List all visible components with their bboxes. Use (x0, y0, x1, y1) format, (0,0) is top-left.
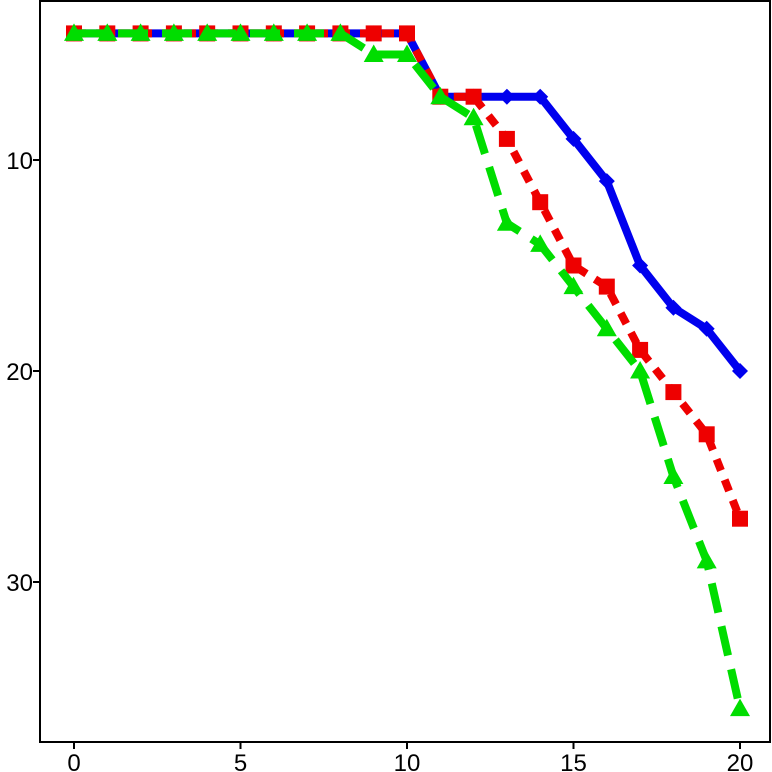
series-3-point (130, 23, 151, 41)
series-2-point (498, 130, 515, 147)
x-tick-label: 15 (560, 750, 587, 772)
series-3-point (630, 361, 651, 379)
series-1-point (532, 88, 549, 105)
series-3-point (596, 318, 617, 337)
series-2-point (598, 278, 615, 295)
series-3-point (496, 213, 517, 231)
series-3-point (64, 23, 84, 41)
x-tick-label: 10 (394, 750, 421, 772)
series-3-point (230, 23, 251, 41)
x-tick-label: 5 (234, 750, 247, 772)
series-3-point (330, 23, 351, 41)
series-2-point (365, 25, 382, 42)
series-3-point (197, 23, 218, 41)
series-1-point (632, 257, 649, 274)
series-2-point (632, 341, 649, 358)
series-3-point (97, 23, 118, 41)
x-axis-ticks: 0 5 10 15 20 (67, 742, 753, 772)
series-2-point (565, 257, 582, 274)
series-layer (64, 23, 750, 717)
series-2-line (74, 29, 744, 521)
series-3-point (530, 234, 551, 252)
series-3-point (163, 23, 184, 41)
y-tick-label: 30 (6, 570, 33, 597)
series-3-point (696, 550, 717, 569)
series-2-point (732, 510, 748, 527)
series-1-point (665, 299, 682, 316)
series-2-point (465, 88, 482, 105)
y-tick-label: 20 (6, 359, 33, 386)
series-3-point (663, 466, 684, 484)
series-3-point (263, 23, 284, 41)
y-tick-label: 10 (6, 148, 33, 175)
series-3 (64, 23, 750, 717)
series-3-line (74, 29, 744, 710)
series-1-point (598, 173, 615, 190)
series-3-point (730, 698, 750, 717)
series-3-point (563, 276, 584, 295)
x-tick-label: 20 (727, 750, 754, 772)
x-tick-label: 0 (67, 750, 80, 772)
y-axis-ticks: 10 20 30 (6, 148, 40, 597)
series-2-point (698, 426, 715, 443)
series-1-point (732, 363, 748, 379)
series-1-point (698, 320, 715, 337)
series-1-point (565, 130, 582, 147)
series-1-line (74, 29, 744, 374)
series-3-point (430, 86, 451, 105)
series-1 (66, 25, 748, 379)
series-1-point (498, 88, 515, 105)
series-3-point (297, 23, 318, 41)
series-3-point (463, 107, 484, 126)
series-3-point (397, 44, 417, 62)
series-3-point (363, 44, 384, 62)
series-2-point (665, 384, 682, 401)
series-2-point (399, 25, 415, 42)
series-2-point (532, 194, 549, 211)
